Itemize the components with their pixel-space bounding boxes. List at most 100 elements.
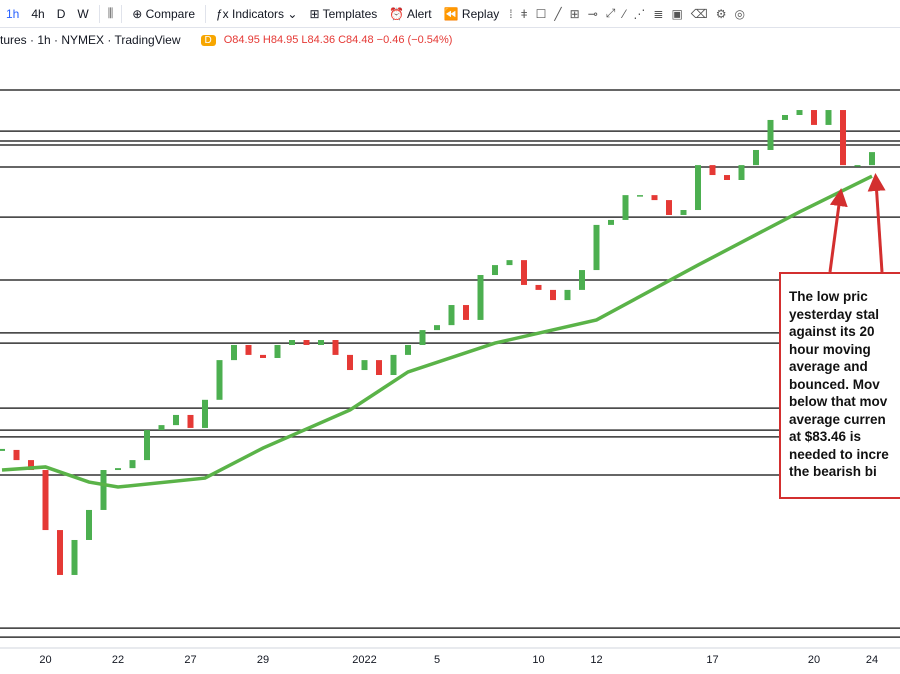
candle xyxy=(840,110,846,166)
drawing-tool[interactable]: ╱ xyxy=(554,6,562,21)
separator xyxy=(205,4,206,23)
candle xyxy=(274,344,281,358)
candle xyxy=(593,224,600,271)
candle xyxy=(753,149,759,166)
candle xyxy=(115,468,121,471)
drawing-tool[interactable]: ▣ xyxy=(671,6,683,21)
candle xyxy=(347,354,353,371)
alert-button[interactable]: ⏰ Alert xyxy=(389,6,432,21)
indicators-button[interactable]: ƒx Indicators ⌄ xyxy=(216,6,298,21)
candle xyxy=(782,115,788,120)
candle xyxy=(71,539,78,575)
candle xyxy=(854,165,861,167)
annotation-line: needed to incre xyxy=(789,446,889,462)
annotation-line: hour moving xyxy=(789,341,871,357)
candle xyxy=(434,325,440,331)
annotation-line: The low pric xyxy=(789,289,868,304)
replay-button[interactable]: ⏪ Replay xyxy=(443,6,500,21)
camera-icon[interactable]: ◎ xyxy=(734,6,745,21)
candle xyxy=(579,270,585,290)
x-tick-label: 20 xyxy=(39,654,51,666)
templates-label: Templates xyxy=(322,6,378,21)
interval-button[interactable]: D xyxy=(56,6,66,21)
chart-style-icon[interactable]: ⫼ xyxy=(107,6,114,20)
drawing-tool[interactable]: ǂ xyxy=(520,6,528,21)
candle xyxy=(245,344,252,355)
drawing-tool[interactable]: ≣ xyxy=(653,6,664,21)
candle xyxy=(463,305,469,320)
candle xyxy=(376,360,382,375)
indicators-label: Indicators xyxy=(232,6,285,21)
candle xyxy=(289,340,295,345)
candle xyxy=(622,195,629,220)
replay-label: Replay xyxy=(461,6,500,21)
candle xyxy=(158,425,165,431)
drawing-tool[interactable]: ⤢ xyxy=(605,6,616,20)
compare-button[interactable]: ⊕ Compare xyxy=(132,6,195,21)
x-tick-label: 24 xyxy=(866,654,878,666)
candle xyxy=(28,460,34,471)
candle xyxy=(651,195,658,201)
drawing-tool[interactable]: ⋰ xyxy=(633,6,646,21)
drawing-tool[interactable]: ⊸ xyxy=(587,6,598,21)
drawing-tool[interactable]: ⁞ xyxy=(509,6,513,21)
templates-button[interactable]: ⊞ Templates xyxy=(309,6,378,21)
x-tick-label: 20 xyxy=(808,654,820,666)
annotation-arrow xyxy=(828,188,848,273)
candle xyxy=(42,470,49,531)
x-tick-label: 10 xyxy=(532,654,544,666)
drawing-tool[interactable]: ☐ xyxy=(535,6,547,21)
annotation-box: The low pric yesterday stal against its 20… xyxy=(779,272,900,499)
annotation-line: bounced. Mov xyxy=(789,376,880,392)
annotation-line: average and xyxy=(789,359,868,374)
candle xyxy=(709,165,716,176)
candle xyxy=(332,340,339,355)
candle xyxy=(173,414,179,426)
moving-average-line xyxy=(1,174,873,489)
annotation-line: against its 20 xyxy=(789,324,875,339)
candle xyxy=(767,119,774,150)
candle xyxy=(361,360,368,371)
x-tick-label: 17 xyxy=(706,654,718,666)
symbol-header: tures · 1h · NYMEX · TradingView D O84.9… xyxy=(0,31,452,49)
candle xyxy=(796,110,803,115)
separator xyxy=(121,4,123,23)
annotation-line: at $83.46 is xyxy=(789,429,862,444)
x-tick-label: 29 xyxy=(257,654,269,666)
candle xyxy=(231,344,237,361)
candle xyxy=(738,165,745,180)
candle xyxy=(680,210,687,215)
interval-button[interactable]: 4h xyxy=(31,6,45,21)
drawing-tool[interactable]: ⁄ xyxy=(623,6,626,21)
settings-icon[interactable]: ⚙ xyxy=(715,6,727,21)
annotation-line: yesterday stal xyxy=(789,306,880,322)
interval-button[interactable]: W xyxy=(77,6,89,21)
drawing-tool[interactable]: ⌫ xyxy=(690,6,708,21)
drawing-tool[interactable]: ⊞ xyxy=(569,6,580,21)
interval-button[interactable]: 1h xyxy=(6,6,20,21)
annotation-line: below that mov xyxy=(789,394,888,409)
candle xyxy=(506,260,513,266)
candle xyxy=(724,175,730,180)
annotation-line: the bearish bi xyxy=(789,464,877,479)
candle xyxy=(492,265,498,276)
x-tick-label: 5 xyxy=(434,654,440,666)
x-tick-label: 22 xyxy=(112,654,124,666)
candle xyxy=(666,200,672,215)
x-tick-label: 12 xyxy=(590,654,602,666)
annotation-line: average curren xyxy=(789,411,886,427)
candle xyxy=(477,275,484,320)
candle xyxy=(13,449,20,461)
candle xyxy=(637,195,643,197)
candle xyxy=(318,340,324,345)
annotation-arrow xyxy=(867,173,886,273)
candle xyxy=(564,289,571,301)
candle xyxy=(86,509,92,540)
candle xyxy=(57,530,63,575)
candle xyxy=(448,305,455,326)
session-badge: D xyxy=(200,34,216,46)
candle xyxy=(100,470,107,510)
compare-label: Compare xyxy=(145,6,195,21)
